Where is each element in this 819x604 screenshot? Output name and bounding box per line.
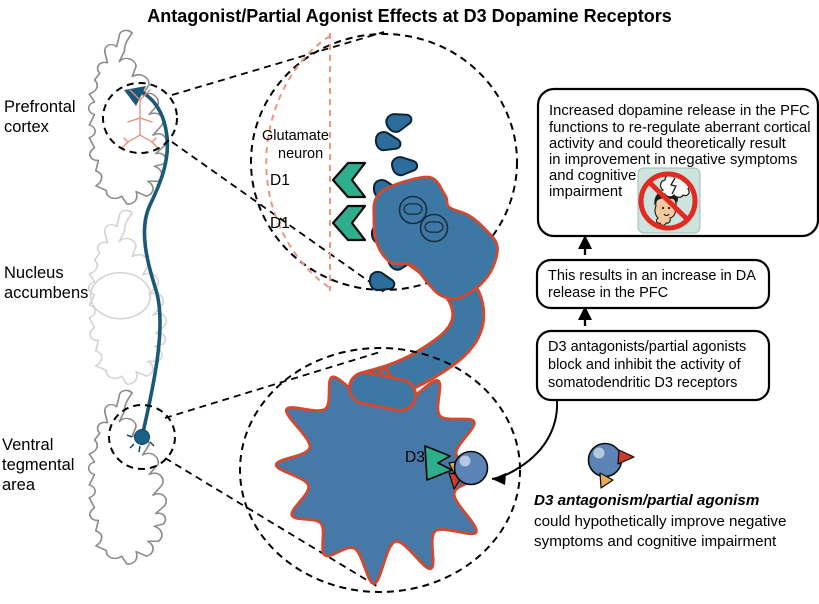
svg-text:D3: D3 [405, 449, 425, 466]
svg-text:cortex: cortex [4, 118, 50, 136]
svg-text:tegmental: tegmental [2, 456, 74, 474]
svg-text:could hypothetically improve n: could hypothetically improve negative [534, 513, 786, 530]
svg-text:This results in an increase in: This results in an increase in DA [548, 268, 756, 284]
svg-text:D1: D1 [270, 215, 290, 232]
svg-text:release in the PFC: release in the PFC [548, 285, 668, 301]
svg-text:D3 antagonists/partial agonist: D3 antagonists/partial agonists [548, 339, 746, 355]
svg-text:activity and could theoretical: activity and could theoretically result [549, 136, 786, 152]
svg-text:Ventral: Ventral [2, 436, 53, 454]
svg-text:Nucleus: Nucleus [4, 264, 64, 282]
svg-text:and cognitive: and cognitive [549, 168, 636, 184]
svg-text:somatodendritic D3 receptors: somatodendritic D3 receptors [548, 375, 737, 391]
svg-text:in improvement in negative sym: in improvement in negative symptoms [549, 152, 797, 168]
svg-text:D1: D1 [270, 172, 290, 189]
svg-text:Prefrontal: Prefrontal [4, 98, 76, 116]
svg-text:accumbens: accumbens [4, 284, 88, 302]
svg-text:Glutamate: Glutamate [262, 128, 329, 144]
svg-text:area: area [2, 476, 36, 494]
svg-text:impairment: impairment [549, 184, 622, 200]
svg-text:symptoms and cognitive impairm: symptoms and cognitive impairment [534, 533, 777, 550]
svg-text:functions to re-regulate aberr: functions to re-regulate aberrant cortic… [549, 120, 811, 136]
svg-text:D3 antagonism/partial agonism: D3 antagonism/partial agonism [534, 492, 759, 509]
svg-text:neuron: neuron [278, 146, 323, 162]
svg-text:block and inhibit the activity: block and inhibit the activity of [548, 357, 742, 373]
svg-text:Increased dopamine release in: Increased dopamine release in the PFC [549, 103, 810, 119]
